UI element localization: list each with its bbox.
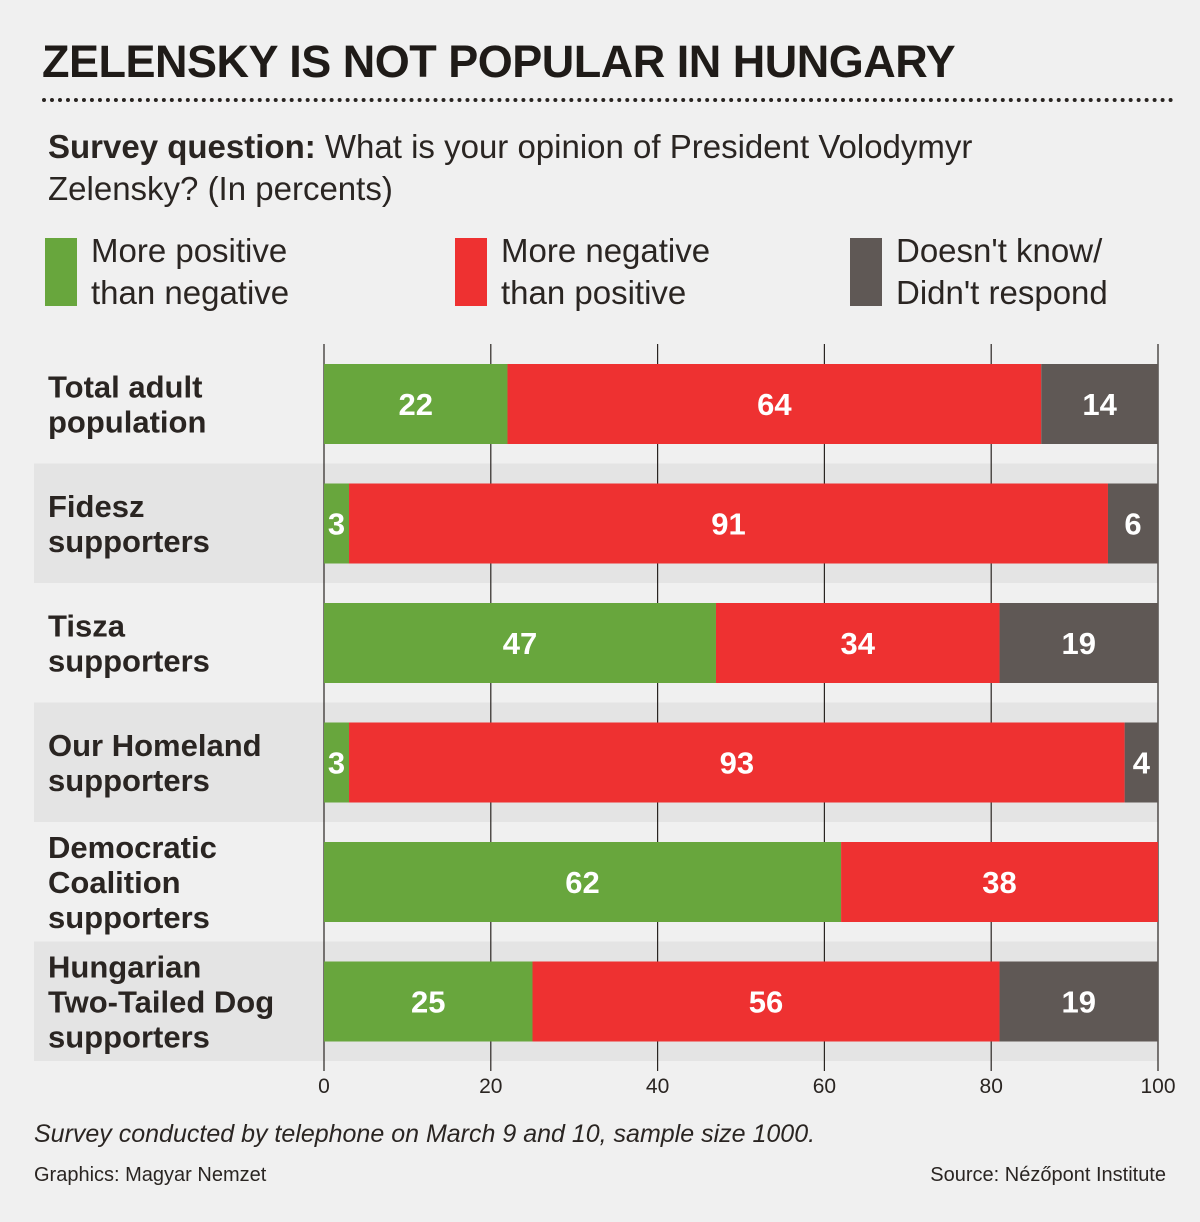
data-label-negative: 38 [982,865,1016,900]
data-label-negative: 91 [711,507,745,542]
data-label-positive: 22 [398,387,432,422]
bar-positive [324,603,716,683]
bar-positive [324,483,350,564]
category-label-line: Our Homeland [48,728,262,763]
footnote: Survey conducted by telephone on March 9… [34,1120,816,1148]
data-label-no-answer: 19 [1062,985,1096,1020]
legend-label-negative: More negative than positive [501,232,711,311]
x-tick-label: 40 [646,1075,669,1098]
bar-negative [532,961,1000,1042]
category-label-line: supporters [48,1019,210,1054]
bar-positive [324,842,842,922]
data-label-positive: 3 [328,746,345,781]
data-label-no-answer: 4 [1133,746,1151,781]
category-label: Hungarian Two-Tailed Dog supporters [48,949,274,1054]
category-label-line: supporters [48,524,210,559]
bar-negative [349,483,1108,564]
survey-question-label: Survey question: [48,128,316,165]
credit-source: Source: Nézőpont Institute [930,1164,1166,1186]
x-tick-label: 100 [1140,1075,1175,1098]
category-label-line: Hungarian [48,949,201,984]
bar-no-answer [999,603,1158,683]
bar-negative [507,364,1042,444]
category-label-line: Fidesz [48,489,144,524]
category-label-line: supporters [48,900,210,935]
data-label-positive: 3 [328,507,345,542]
legend-swatch-negative [455,238,487,306]
data-label-positive: 47 [503,626,537,661]
data-label-negative: 56 [749,985,783,1020]
bar-negative [715,603,1000,683]
bar-no-answer [1107,483,1158,564]
legend-label-no-answer: Doesn't know/ Didn't respond [896,232,1108,311]
bar-negative [349,722,1125,803]
bar-positive [324,961,533,1042]
bar-no-answer [1124,722,1158,803]
bar-positive [324,364,508,444]
survey-question: Survey question: What is your opinion of… [48,126,1048,210]
category-label: Fidesz supporters [48,489,210,559]
category-label-line: supporters [48,763,210,798]
credit-graphics: Graphics: Magyar Nemzet [34,1164,267,1186]
data-label-negative: 34 [841,626,876,661]
bar-positive [324,722,350,803]
bar-no-answer [1041,364,1158,444]
category-label-line: Tisza [48,608,126,643]
category-label-line: Total adult [48,369,202,404]
bar-negative [841,842,1158,922]
x-tick-label: 80 [980,1075,1003,1098]
data-label-positive: 25 [411,985,445,1020]
data-label-negative: 64 [757,387,792,422]
legend-swatch-no-answer [850,238,882,306]
x-tick-label: 20 [479,1075,502,1098]
legend-label-positive: More positive than negative [91,232,290,311]
x-tick-label: 0 [318,1075,330,1098]
category-label-line: Two-Tailed Dog [48,984,274,1019]
category-label-line: Coalition [48,865,181,900]
data-label-negative: 93 [720,746,754,781]
data-label-no-answer: 14 [1082,387,1117,422]
data-label-no-answer: 19 [1062,626,1096,661]
category-label-line: population [48,404,206,439]
data-label-positive: 62 [565,865,599,900]
chart-title: ZELENSKY IS NOT POPULAR IN HUNGARY [42,36,956,87]
category-label-line: supporters [48,643,210,678]
survey-question-text: What is your opinion of President Volody… [48,128,973,207]
x-tick-label: 60 [813,1075,836,1098]
title-divider [42,98,1174,102]
legend-swatch-positive [45,238,77,306]
category-label-line: Democratic [48,830,217,865]
data-label-no-answer: 6 [1124,507,1141,542]
category-label: Tisza supporters [48,608,210,678]
category-label: Our Homeland supporters [48,728,262,798]
category-label: Democratic Coalition supporters [48,830,217,935]
bar-no-answer [999,961,1158,1042]
category-label: Total adult population [48,369,206,439]
